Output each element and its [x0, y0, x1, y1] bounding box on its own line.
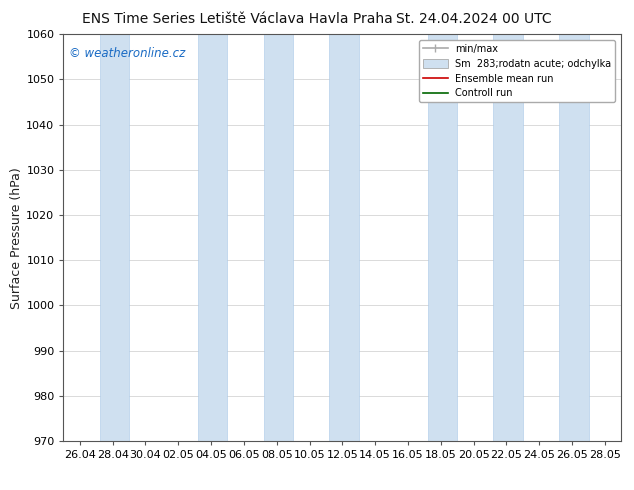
Legend: min/max, Sm  283;rodatn acute; odchylka, Ensemble mean run, Controll run: min/max, Sm 283;rodatn acute; odchylka, …: [419, 40, 616, 102]
Bar: [100, 34, 129, 441]
Bar: [264, 34, 293, 441]
Bar: [329, 34, 359, 441]
Text: St. 24.04.2024 00 UTC: St. 24.04.2024 00 UTC: [396, 12, 552, 26]
Text: ENS Time Series Letiště Václava Havla Praha: ENS Time Series Letiště Václava Havla Pr…: [82, 12, 393, 26]
Bar: [493, 34, 523, 441]
Bar: [198, 34, 228, 441]
Y-axis label: Surface Pressure (hPa): Surface Pressure (hPa): [11, 167, 23, 309]
Bar: [559, 34, 588, 441]
Text: © weatheronline.cz: © weatheronline.cz: [69, 47, 185, 59]
Bar: [428, 34, 457, 441]
